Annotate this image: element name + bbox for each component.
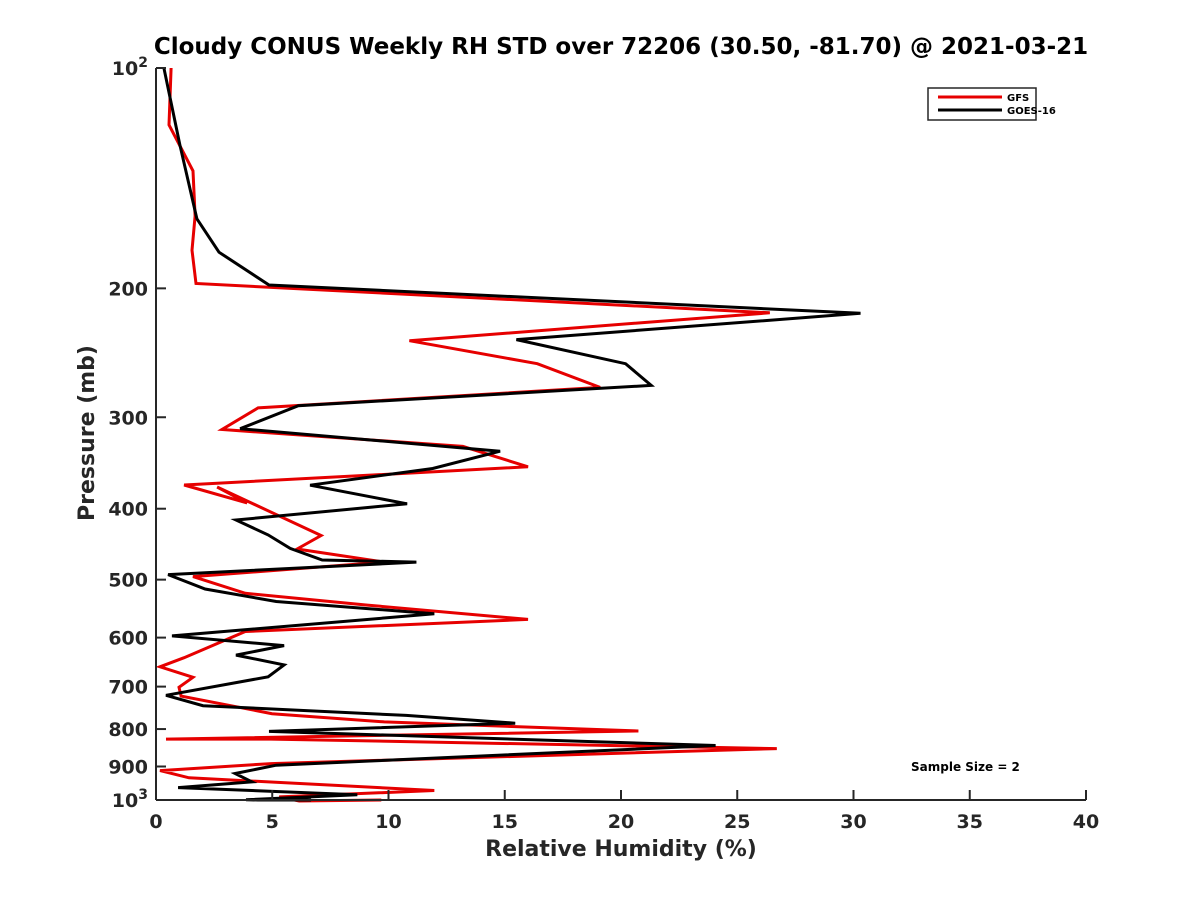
- x-tick-label: 40: [1073, 811, 1099, 833]
- sample-size-annotation: Sample Size = 2: [911, 760, 1020, 774]
- legend-label-goes16: GOES-16: [1007, 106, 1056, 117]
- x-tick-label: 10: [375, 811, 401, 833]
- x-tick-label: 0: [149, 811, 162, 833]
- y-ticks: 102 200 300 400 500 600 700 800 900 103: [108, 55, 166, 812]
- legend-box: [927, 87, 1037, 121]
- y-tick-label: 400: [108, 499, 148, 521]
- x-tick-label: 30: [840, 811, 866, 833]
- legend: GFS GOES-16: [927, 87, 1056, 121]
- x-tick-label: 25: [724, 811, 750, 833]
- x-tick-label: 15: [492, 811, 518, 833]
- legend-label-gfs: GFS: [1007, 93, 1029, 104]
- series-layer: [155, 67, 861, 803]
- series-line-goes16: [162, 67, 861, 802]
- series-line-gfs: [155, 67, 777, 803]
- y-tick-label: 500: [108, 570, 148, 592]
- y-tick-label: 103: [112, 787, 148, 812]
- y-tick-label: 700: [108, 677, 148, 699]
- y-tick-label: 200: [108, 278, 148, 300]
- chart-title: Cloudy CONUS Weekly RH STD over 72206 (3…: [154, 34, 1088, 60]
- y-tick-label: 102: [112, 55, 148, 80]
- y-tick-label: 300: [108, 407, 148, 429]
- x-tick-label: 5: [266, 811, 279, 833]
- x-axis-label: Relative Humidity (%): [485, 837, 757, 862]
- y-tick-label: 600: [108, 628, 148, 650]
- y-tick-label: 900: [108, 757, 148, 779]
- x-tick-label: 20: [608, 811, 634, 833]
- y-axis-label: Pressure (mb): [75, 345, 100, 521]
- x-tick-label: 35: [957, 811, 983, 833]
- x-ticks: 0 5 10 15 20 25 30 35 40: [149, 790, 1099, 833]
- y-tick-label: 800: [108, 719, 148, 741]
